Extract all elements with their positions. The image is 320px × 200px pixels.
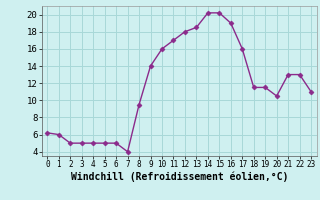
X-axis label: Windchill (Refroidissement éolien,°C): Windchill (Refroidissement éolien,°C) (70, 172, 288, 182)
